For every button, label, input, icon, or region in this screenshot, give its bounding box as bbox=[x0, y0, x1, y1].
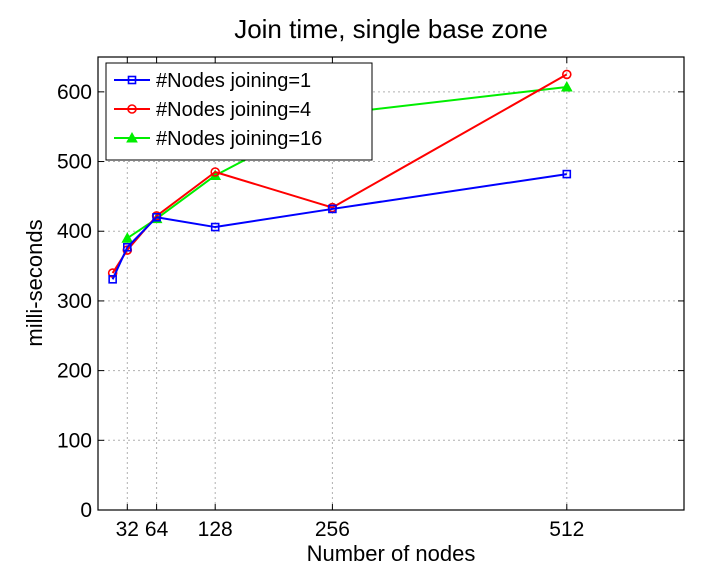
y-tick-label: 400 bbox=[57, 220, 92, 243]
x-tick-label: 128 bbox=[198, 518, 233, 541]
y-tick-label: 200 bbox=[57, 360, 92, 383]
data-point bbox=[210, 222, 220, 232]
y-axis-label: milli-seconds bbox=[22, 219, 47, 346]
axis-ticks bbox=[98, 57, 684, 511]
y-tick-label: 500 bbox=[57, 151, 92, 174]
legend-box bbox=[105, 62, 373, 161]
tick-labels: 0 100 200 300 400 500 600 32 64 128 256 512 bbox=[57, 81, 584, 541]
x-tick-label: 64 bbox=[145, 518, 169, 541]
y-tick-label: 0 bbox=[80, 499, 92, 522]
x-tick-label: 32 bbox=[116, 518, 139, 541]
data-point bbox=[108, 275, 117, 284]
data-point bbox=[152, 212, 161, 222]
data-point bbox=[562, 169, 572, 179]
y-tick-label: 100 bbox=[57, 429, 92, 452]
legend-marker bbox=[127, 104, 137, 114]
data-point bbox=[561, 69, 572, 80]
plot-frame bbox=[97, 56, 685, 511]
legend-label: #Nodes joining=16 bbox=[156, 128, 322, 150]
data-point bbox=[560, 80, 573, 92]
data-point bbox=[328, 204, 337, 214]
legend-label: #Nodes joining=1 bbox=[156, 70, 311, 92]
legend-item: #Nodes joining=1 bbox=[114, 70, 311, 92]
series-line bbox=[111, 173, 567, 280]
x-axis-label: Number of nodes bbox=[307, 541, 476, 566]
data-point bbox=[123, 242, 132, 252]
chart-title: Join time, single base zone bbox=[234, 14, 548, 44]
legend-label: #Nodes joining=4 bbox=[156, 99, 311, 121]
x-tick-label: 512 bbox=[549, 518, 584, 541]
data-point bbox=[210, 167, 220, 177]
legend-marker bbox=[126, 131, 138, 143]
x-tick-label: 256 bbox=[315, 518, 350, 541]
data-point bbox=[121, 232, 134, 243]
legend-item: #Nodes joining=16 bbox=[114, 128, 322, 150]
series-1 bbox=[108, 169, 572, 284]
legend-item: #Nodes joining=4 bbox=[114, 99, 311, 121]
y-tick-label: 600 bbox=[57, 81, 92, 104]
y-tick-label: 300 bbox=[57, 290, 92, 313]
legend: #Nodes joining=1 #Nodes joining=4 #Nodes j… bbox=[105, 62, 373, 161]
legend-marker bbox=[127, 75, 137, 85]
